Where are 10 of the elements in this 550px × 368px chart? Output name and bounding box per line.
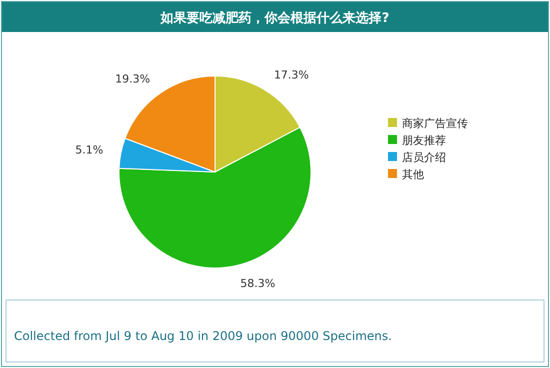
data-label: 17.3% [274, 68, 309, 82]
legend-label: 店员介绍 [402, 151, 446, 164]
legend-label: 朋友推荐 [402, 134, 446, 147]
text: Collected from Jul 9 to Aug 10 in 2009 upon 90000 Specimens. [14, 329, 392, 343]
data-label: 5.1% [75, 144, 104, 157]
chart-title: 如果要吃减肥药，你会根据什么来选择? [160, 10, 390, 26]
legend-label: 商家广告宣传 [402, 117, 468, 130]
data-label: 58.3% [240, 277, 276, 290]
data-label: 19.3% [115, 72, 150, 86]
legend-label: 其他 [402, 168, 424, 181]
